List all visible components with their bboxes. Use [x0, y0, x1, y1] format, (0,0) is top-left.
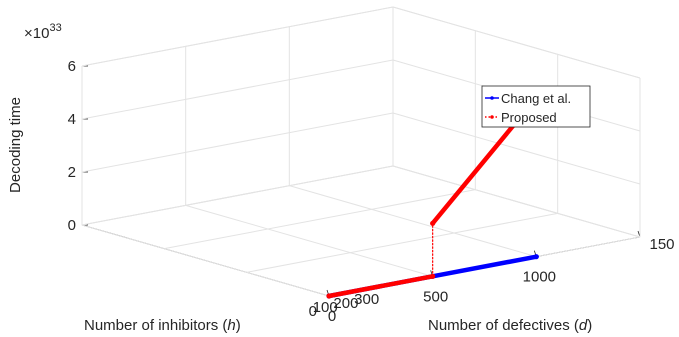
floor-grid-x [289, 185, 537, 258]
x-tick-label: 0 [328, 308, 336, 325]
floor-grid-x [185, 204, 433, 277]
wall-grid-z [392, 6, 641, 79]
z-tick-label: 4 [68, 111, 76, 128]
series-layer [326, 95, 539, 299]
legend-marker-chang [490, 96, 494, 100]
grid [81, 6, 641, 297]
wall-grid-z [392, 165, 641, 238]
z-tick-label: 6 [68, 58, 76, 75]
z-axis-label: Decoding time [7, 97, 24, 193]
series-0-point [533, 254, 539, 260]
legend: Chang et al. Proposed [481, 85, 591, 128]
legend-marker-proposed [490, 115, 494, 119]
wall-grid-z [81, 6, 394, 67]
y-tick-label: 0 [309, 303, 317, 320]
wall-grid-z [81, 59, 394, 120]
y-tick-label: 100 [313, 299, 338, 316]
x-axis-label: Number of defectives (d) [428, 317, 592, 334]
wall-grid-z [81, 112, 394, 173]
floor-grid-y [246, 212, 558, 273]
legend-label-chang: Chang et al. [501, 91, 571, 106]
z-scale-label: ×1033 [24, 22, 62, 42]
floor-grid-x [81, 224, 330, 297]
x-tick-label: 1000 [523, 269, 556, 286]
floor-grid-y [164, 189, 476, 250]
x-tick-label: 150 [649, 236, 674, 253]
series-0-segment [430, 254, 539, 279]
y-axis-label: Number of inhibitors (h) [84, 317, 241, 334]
series-1-point [430, 273, 436, 279]
z-tick-label: 0 [68, 217, 76, 234]
series-1-point [430, 220, 436, 226]
legend-box [481, 85, 591, 128]
wall-grid-z [81, 165, 394, 226]
y-tick-label: 200 [333, 295, 358, 312]
z-tick-label: 2 [68, 164, 76, 181]
y-tick-label: 300 [354, 291, 379, 308]
x-tick-label: 500 [423, 288, 448, 305]
wall-grid-z [392, 112, 641, 185]
series-1-point [326, 293, 332, 299]
series-1-segment [326, 274, 435, 299]
legend-label-proposed: Proposed [501, 110, 557, 125]
z-scale-exponent: 33 [49, 22, 61, 34]
